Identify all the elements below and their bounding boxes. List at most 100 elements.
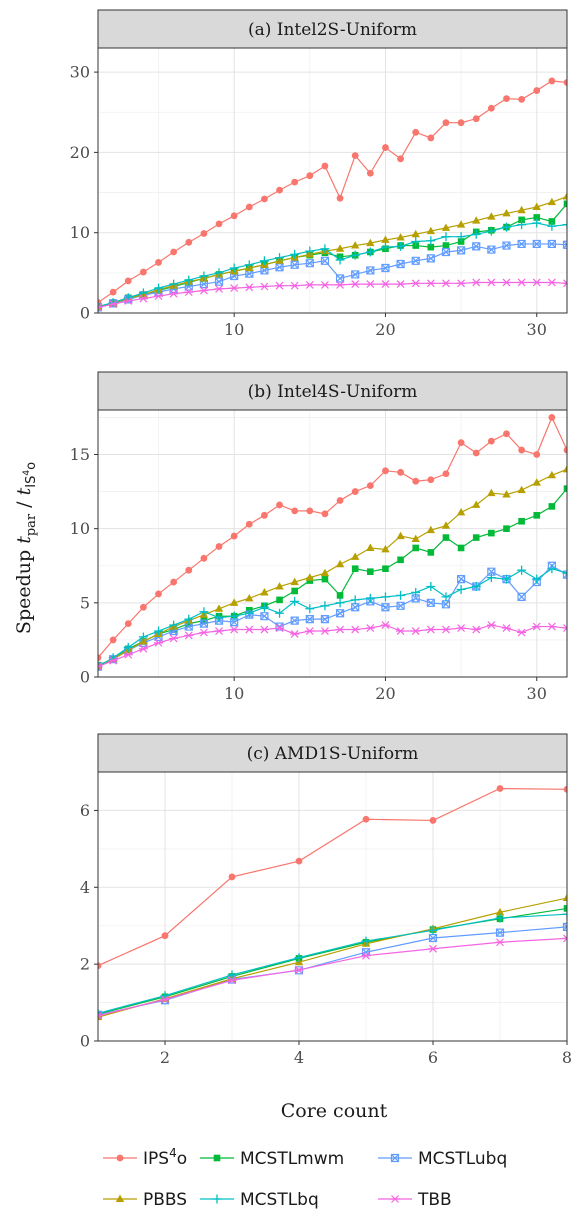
y-tick-label: 6 bbox=[80, 801, 90, 820]
data-point-MCSTLbq bbox=[214, 613, 224, 623]
data-point-TBB bbox=[471, 625, 481, 634]
data-point-MCSTLubq bbox=[441, 247, 451, 257]
x-tick-label: 6 bbox=[428, 1048, 438, 1067]
data-point-IPS4o bbox=[336, 497, 344, 504]
data-point-PBBS bbox=[495, 907, 505, 916]
data-point-MCSTLbq bbox=[335, 598, 345, 608]
data-point-IPS4o bbox=[261, 195, 268, 203]
data-point-TBB bbox=[562, 624, 567, 632]
data-point-IPS4o bbox=[548, 414, 556, 421]
data-point-TBB bbox=[123, 650, 133, 659]
data-point-IPS4o bbox=[472, 115, 480, 123]
data-point-TBB bbox=[160, 995, 170, 1004]
facet-title: (c) AMD1S-Uniform bbox=[247, 744, 419, 764]
y-tick-label: 2 bbox=[80, 955, 90, 974]
data-point-IPS4o bbox=[124, 277, 132, 285]
data-point-IPS4o bbox=[429, 817, 437, 824]
data-point-MCSTLubq bbox=[366, 266, 375, 275]
data-point-IPS4o bbox=[230, 532, 238, 540]
data-point-IPS4o bbox=[351, 488, 359, 495]
data-point-PBBS bbox=[350, 241, 360, 249]
data-point-PBBS bbox=[335, 559, 345, 568]
data-point-MCSTLubq bbox=[517, 592, 526, 601]
data-point-TBB bbox=[532, 278, 542, 287]
data-point-MCSTLubq bbox=[381, 263, 390, 273]
data-point-TBB bbox=[199, 628, 209, 637]
data-point-TBB bbox=[335, 280, 345, 289]
facet-strip bbox=[97, 371, 568, 411]
data-point-TBB bbox=[365, 624, 375, 632]
data-point-MCSTLmwm bbox=[276, 596, 283, 604]
data-point-IPS4o bbox=[427, 134, 435, 142]
data-point-IPS4o bbox=[306, 507, 314, 515]
series-line-TBB bbox=[98, 937, 567, 1017]
data-point-PBBS bbox=[245, 593, 254, 602]
data-point-MCSTLubq bbox=[426, 598, 435, 607]
data-point-MCSTLbq bbox=[320, 601, 330, 611]
series-line-IPS4o bbox=[98, 787, 567, 967]
data-point-MCSTLbq bbox=[486, 573, 496, 583]
y-tick-label: 30 bbox=[70, 63, 90, 82]
data-point-MCSTLubq bbox=[320, 615, 330, 624]
data-point-PBBS bbox=[456, 507, 466, 516]
data-point-PBBS bbox=[441, 521, 451, 529]
y-axis-title: Speedup tpar / tIS4o bbox=[13, 462, 39, 634]
data-point-MCSTLbq bbox=[259, 256, 269, 266]
data-point-PBBS bbox=[305, 573, 315, 581]
data-point-TBB bbox=[456, 624, 466, 632]
data-point-MCSTLubq bbox=[396, 259, 405, 269]
data-point-IPS4o bbox=[276, 501, 283, 509]
data-point-MCSTLmwm bbox=[427, 243, 435, 251]
data-point-MCSTLubq bbox=[305, 615, 314, 624]
data-point-MCSTLbq bbox=[294, 953, 304, 963]
data-point-MCSTLubq bbox=[428, 933, 438, 943]
legend-item: TBB bbox=[378, 1190, 452, 1210]
data-point-MCSTLubq bbox=[487, 567, 496, 576]
data-point-IPS4o bbox=[155, 259, 162, 266]
data-point-PBBS bbox=[547, 470, 557, 479]
legend-label: TBB bbox=[417, 1190, 452, 1210]
data-point-MCSTLubq bbox=[411, 256, 420, 265]
gridlines bbox=[98, 772, 567, 1041]
data-point-IPS4o bbox=[397, 155, 404, 163]
data-point-MCSTLbq bbox=[138, 288, 148, 298]
data-point-MCSTLmwm bbox=[351, 565, 359, 573]
data-point-TBB bbox=[350, 625, 360, 634]
data-point-IPS4o bbox=[215, 220, 223, 228]
data-point-PBBS bbox=[396, 233, 405, 241]
legend-key-marker bbox=[390, 1195, 400, 1203]
data-point-TBB bbox=[441, 279, 451, 288]
data-point-PBBS bbox=[366, 543, 375, 551]
data-point-TBB bbox=[98, 662, 103, 671]
data-point-PBBS bbox=[502, 209, 511, 217]
data-point-PBBS bbox=[229, 598, 239, 606]
data-point-PBBS bbox=[532, 478, 541, 486]
data-point-TBB bbox=[562, 934, 567, 943]
x-tick-label: 10 bbox=[224, 320, 244, 339]
data-point-MCSTLmwm bbox=[442, 242, 450, 249]
data-point-MCSTLbq bbox=[214, 268, 224, 278]
x-axis-title: Core count bbox=[281, 1100, 388, 1122]
data-point-MCSTLbq bbox=[184, 614, 194, 624]
x-tick-label: 8 bbox=[562, 1048, 571, 1067]
data-point-TBB bbox=[138, 294, 148, 303]
y-tick-label: 20 bbox=[70, 143, 90, 162]
data-point-IPS4o bbox=[518, 446, 526, 454]
data-point-MCSTLbq bbox=[517, 220, 527, 230]
data-point-IPS4o bbox=[295, 857, 303, 865]
data-point-TBB bbox=[98, 303, 103, 312]
data-point-MCSTLbq bbox=[361, 936, 371, 946]
data-point-MCSTLbq bbox=[501, 574, 511, 584]
x-tick-label: 4 bbox=[294, 1048, 304, 1067]
data-point-TBB bbox=[108, 656, 118, 665]
series-line-MCSTLbq bbox=[98, 913, 567, 1014]
data-point-MCSTLubq bbox=[214, 277, 224, 286]
data-point-MCSTLbq bbox=[380, 592, 390, 602]
data-point-MCSTLmwm bbox=[563, 485, 567, 492]
data-point-IPS4o bbox=[124, 620, 132, 627]
data-point-MCSTLmwm bbox=[412, 544, 420, 552]
data-point-PBBS bbox=[350, 552, 360, 560]
data-point-PBBS bbox=[456, 220, 466, 228]
data-point-PBBS bbox=[381, 235, 390, 243]
